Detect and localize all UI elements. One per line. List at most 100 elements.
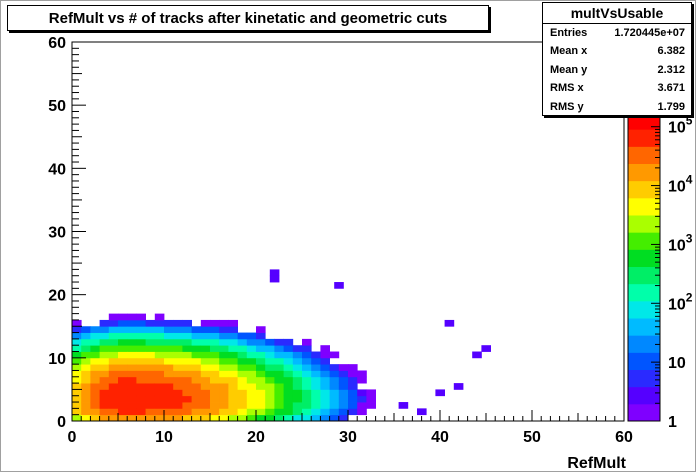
- heatmap-cell: [274, 408, 284, 416]
- heatmap-cell: [311, 389, 321, 397]
- heatmap-cell: [256, 370, 266, 378]
- heatmap-cell: [320, 364, 330, 371]
- heatmap-cell: [127, 383, 137, 390]
- heatmap-cell: [256, 332, 266, 340]
- heatmap-cell: [320, 345, 330, 352]
- heatmap-cell: [269, 275, 280, 283]
- heatmap-cell: [265, 402, 275, 409]
- heatmap-cell: [210, 376, 220, 384]
- heatmap-cell: [154, 351, 165, 359]
- heatmap-cell: [311, 351, 321, 359]
- heatmap-cell: [200, 364, 211, 371]
- heatmap-cell: [127, 376, 137, 384]
- stats-name: multVsUsable: [543, 3, 691, 24]
- heatmap-cell: [145, 395, 156, 403]
- heatmap-cell: [81, 326, 91, 333]
- heatmap-cell: [154, 383, 165, 390]
- heatmap-cell: [127, 389, 137, 397]
- heatmap-cell: [108, 332, 119, 340]
- x-tick-label: 50: [523, 429, 541, 446]
- color-scale-bin: [628, 266, 660, 285]
- heatmap-cell: [108, 389, 119, 397]
- heatmap-cell: [136, 383, 146, 390]
- heatmap-cell: [90, 370, 100, 378]
- heatmap-cell: [265, 376, 275, 384]
- heatmap-cell: [237, 370, 248, 378]
- heatmap-cell: [329, 395, 340, 403]
- heatmap-cell: [136, 338, 146, 346]
- heatmap-cell: [90, 408, 100, 416]
- heatmap-cell: [108, 357, 119, 365]
- heatmap-cell: [173, 326, 183, 333]
- color-scale-bin: [628, 335, 660, 353]
- heatmap-cell: [210, 345, 220, 352]
- heatmap-cell: [191, 395, 202, 403]
- heatmap-cell: [357, 370, 367, 378]
- heatmap-cell: [256, 345, 266, 352]
- color-scale-bin: [628, 369, 660, 388]
- heatmap-cell: [81, 389, 91, 397]
- heatmap-cell: [191, 370, 202, 378]
- heatmap-cell: [256, 338, 266, 346]
- stats-row-entries: Entries 1.720445e+07: [550, 27, 685, 39]
- heatmap-cell: [127, 345, 137, 352]
- heatmap-cell: [256, 383, 266, 390]
- heatmap-cell: [292, 395, 303, 403]
- heatmap-cell: [136, 357, 146, 365]
- heatmap-cell: [182, 408, 192, 416]
- heatmap-cell: [118, 402, 128, 409]
- heatmap-cell: [311, 402, 321, 409]
- heatmap-cell: [210, 370, 220, 378]
- heatmap-cell: [182, 345, 192, 352]
- heatmap-cell: [90, 326, 100, 333]
- heatmap-cell: [311, 408, 321, 416]
- heatmap-cell: [348, 376, 358, 384]
- heatmap-cell: [191, 345, 202, 352]
- heatmap-cell: [145, 332, 156, 340]
- color-scale-bin: [628, 146, 660, 164]
- heatmap-cell: [292, 351, 303, 359]
- heatmap-cell: [228, 370, 238, 378]
- heatmap-cell: [228, 389, 238, 397]
- heatmap-cell: [108, 370, 119, 378]
- x-tick-label: 20: [247, 429, 265, 446]
- heatmap-cell: [200, 357, 211, 365]
- x-axis-title: RefMult: [567, 455, 626, 472]
- heatmap-cell: [81, 383, 91, 390]
- heatmap-cell: [210, 326, 220, 333]
- heatmap-cell: [136, 364, 146, 371]
- heatmap-cell: [191, 364, 202, 371]
- heatmap-cell: [283, 414, 294, 422]
- heatmap-cell: [256, 414, 266, 422]
- heatmap-cell: [210, 357, 220, 365]
- heatmap-cell: [118, 345, 128, 352]
- heatmap-cell: [81, 408, 91, 416]
- heatmap-cell: [72, 351, 82, 359]
- heatmap-cell: [219, 326, 229, 333]
- heatmap-cell: [72, 395, 82, 403]
- heatmap-cell: [164, 370, 174, 378]
- heatmap-cell: [127, 395, 137, 403]
- heatmap-cell: [274, 338, 284, 346]
- heatmap-cell: [219, 338, 229, 346]
- heatmap-cell: [274, 364, 284, 371]
- heatmap-cell: [200, 370, 211, 378]
- heatmap-cell: [219, 402, 229, 409]
- heatmap-cell: [127, 332, 137, 340]
- heatmap-cell: [283, 408, 294, 416]
- heatmap-cell: [200, 414, 211, 422]
- heatmap-cell: [320, 395, 330, 403]
- z-tick-label: 104: [668, 173, 693, 196]
- heatmap-cell: [72, 370, 82, 378]
- heatmap-cell: [154, 414, 165, 422]
- heatmap-cell: [164, 351, 174, 359]
- heatmap-cell: [99, 319, 110, 327]
- heatmap-cell: [154, 313, 165, 321]
- heatmap-cell: [366, 402, 376, 409]
- heatmap-cell: [191, 389, 202, 397]
- heatmap-cell: [292, 402, 303, 409]
- heatmap-cell: [72, 332, 82, 340]
- heatmap-cell: [99, 389, 110, 397]
- heatmap-cell: [145, 364, 156, 371]
